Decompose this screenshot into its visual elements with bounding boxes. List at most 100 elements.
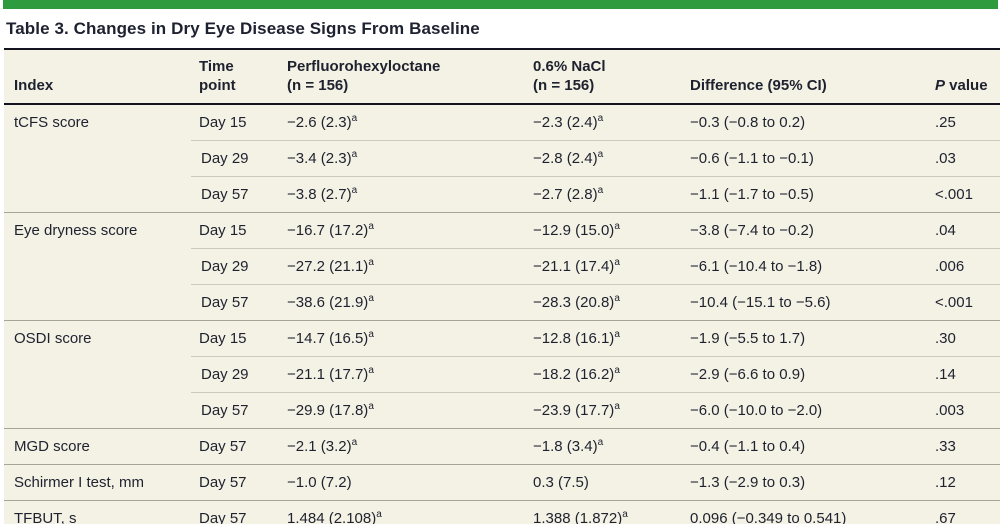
cell-p-value: .006	[927, 248, 1000, 285]
data-table: Index Time point Perfluorohexyloctane (n…	[4, 48, 1000, 524]
footnote-marker: a	[614, 401, 620, 412]
cell-pfho: −27.2 (21.1)a	[279, 248, 525, 285]
cell-time-point: Day 15	[191, 320, 279, 357]
footnote-marker: a	[368, 221, 374, 232]
cell-difference: −3.8 (−7.4 to −0.2)	[682, 212, 927, 249]
footnote-marker: a	[351, 437, 358, 448]
cell-index: TFBUT, s	[4, 500, 191, 524]
cell-time-point: Day 57	[191, 392, 279, 429]
cell-difference: −10.4 (−15.1 to −5.6)	[682, 284, 927, 321]
cell-difference: 0.096 (−0.349 to 0.541)	[682, 500, 927, 524]
cell-p-value: .30	[927, 320, 1000, 357]
cell-time-point: Day 57	[191, 284, 279, 321]
cell-difference: −0.6 (−1.1 to −0.1)	[682, 140, 927, 177]
column-header-index: Index	[4, 49, 191, 105]
cell-time-point: Day 57	[191, 500, 279, 524]
cell-pfho: −2.6 (2.3)a	[287, 113, 358, 132]
table-row: Schirmer I test, mm Day 57 −1.0 (7.2) 0.…	[4, 464, 1000, 501]
footnote-marker: a	[614, 329, 620, 340]
cell-difference: −2.9 (−6.6 to 0.9)	[682, 356, 927, 393]
cell-pfho: −38.6 (21.9)a	[279, 284, 525, 321]
footnote-marker: a	[351, 113, 358, 124]
cell-pfho: −3.8 (2.7)a	[279, 176, 525, 213]
footnote-marker: a	[368, 329, 374, 340]
column-header-difference: Difference (95% CI)	[682, 49, 927, 105]
cell-difference: −1.1 (−1.7 to −0.5)	[682, 176, 927, 213]
column-header-time-point: Time point	[191, 49, 279, 105]
cell-index: tCFS score	[14, 114, 90, 131]
cell-time-point: Day 29	[191, 140, 279, 177]
column-header-nacl: 0.6% NaCl (n = 156)	[525, 49, 682, 105]
cell-time-point: Day 15	[191, 212, 279, 249]
table-row: TFBUT, s Day 57 1.484 (2.108)a 1.388 (1.…	[4, 500, 1000, 524]
cell-time-point: Day 29	[191, 356, 279, 393]
cell-difference: −0.4 (−1.1 to 0.4)	[682, 428, 927, 465]
cell-index: Eye dryness score	[4, 212, 191, 321]
cell-pfho: −2.1 (3.2)a	[279, 428, 525, 465]
cell-time-point: Day 57	[191, 464, 279, 501]
cell-nacl: −12.9 (15.0)a	[525, 212, 682, 249]
cell-pfho: 1.484 (2.108)a	[279, 500, 525, 524]
cell-nacl: 0.3 (7.5)	[525, 464, 682, 501]
cell-nacl: −2.8 (2.4)a	[525, 140, 682, 177]
table-title: Table 3. Changes in Dry Eye Disease Sign…	[6, 19, 480, 38]
cell-pfho: −21.1 (17.7)a	[279, 356, 525, 393]
cell-p-value: .12	[927, 464, 1000, 501]
table-row: Eye dryness score Day 15 −16.7 (17.2)a −…	[4, 212, 1000, 321]
footnote-marker: a	[597, 113, 604, 124]
cell-p-value: <.001	[927, 176, 1000, 213]
footnote-marker: a	[368, 365, 374, 376]
header-row: Index Time point Perfluorohexyloctane (n…	[4, 49, 1000, 105]
cell-nacl: −28.3 (20.8)a	[525, 284, 682, 321]
column-header-p-value: P value	[927, 49, 1000, 105]
table-row: OSDI score Day 15 −14.7 (16.5)a −12.8 (1…	[4, 320, 1000, 429]
cell-nacl: −21.1 (17.4)a	[525, 248, 682, 285]
table-row: Day 29 −21.1 (17.7)a −18.2 (16.2)a −2.9 …	[4, 356, 1000, 393]
footnote-marker: a	[597, 185, 604, 196]
footnote-marker: a	[622, 509, 628, 520]
footnote-marker: a	[614, 365, 620, 376]
footnote-marker: a	[597, 149, 604, 160]
footnote-marker: a	[351, 185, 358, 196]
cell-time-point: Day 57	[191, 428, 279, 465]
footnote-marker: a	[351, 149, 358, 160]
cell-nacl: −12.8 (16.1)a	[525, 320, 682, 357]
cell-time-point: Day 57	[191, 176, 279, 213]
cell-pfho: −29.9 (17.8)a	[279, 392, 525, 429]
cell-p-value: .03	[927, 140, 1000, 177]
footnote-marker: a	[597, 437, 604, 448]
cell-nacl: −2.3 (2.4)a	[533, 113, 604, 132]
table-row: Day 57 −3.8 (2.7)a −2.7 (2.8)a −1.1 (−1.…	[4, 176, 1000, 213]
footnote-marker: a	[368, 293, 374, 304]
cell-pfho: −14.7 (16.5)a	[279, 320, 525, 357]
cell-p-value: .04	[927, 212, 1000, 249]
cell-p-value: .14	[927, 356, 1000, 393]
footnote-marker: a	[614, 293, 620, 304]
cell-p-value: .003	[927, 392, 1000, 429]
footnote-marker: a	[614, 221, 620, 232]
cell-nacl: −18.2 (16.2)a	[525, 356, 682, 393]
cell-p-value: <.001	[927, 284, 1000, 321]
cell-difference: −0.3 (−0.8 to 0.2)	[690, 114, 806, 131]
cell-p-value: .67	[927, 500, 1000, 524]
cell-nacl: −1.8 (3.4)a	[525, 428, 682, 465]
table-row: Day 29 −27.2 (21.1)a −21.1 (17.4)a −6.1 …	[4, 248, 1000, 285]
footnote-marker: a	[614, 257, 620, 268]
cell-difference: −1.9 (−5.5 to 1.7)	[682, 320, 927, 357]
cell-nacl: −23.9 (17.7)a	[525, 392, 682, 429]
cell-nacl: −2.7 (2.8)a	[525, 176, 682, 213]
footnote-marker: a	[376, 509, 382, 520]
cell-time-point: Day 29	[191, 248, 279, 285]
cell-difference: −6.0 (−10.0 to −2.0)	[682, 392, 927, 429]
footnote-marker: a	[368, 401, 374, 412]
table-row: Day 29 −3.4 (2.3)a −2.8 (2.4)a −0.6 (−1.…	[4, 140, 1000, 177]
cell-pfho: −1.0 (7.2)	[279, 464, 525, 501]
table-row: tCFS score Day 15 −2.6 (2.3)a −2.3 (2.4)…	[4, 104, 1000, 141]
cell-pfho: −16.7 (17.2)a	[279, 212, 525, 249]
cell-index: Schirmer I test, mm	[4, 464, 191, 501]
cell-difference: −6.1 (−10.4 to −1.8)	[682, 248, 927, 285]
cell-time-point: Day 15	[199, 114, 247, 131]
cell-p-value: .33	[927, 428, 1000, 465]
cell-nacl: 1.388 (1.872)a	[525, 500, 682, 524]
cell-difference: −1.3 (−2.9 to 0.3)	[682, 464, 927, 501]
